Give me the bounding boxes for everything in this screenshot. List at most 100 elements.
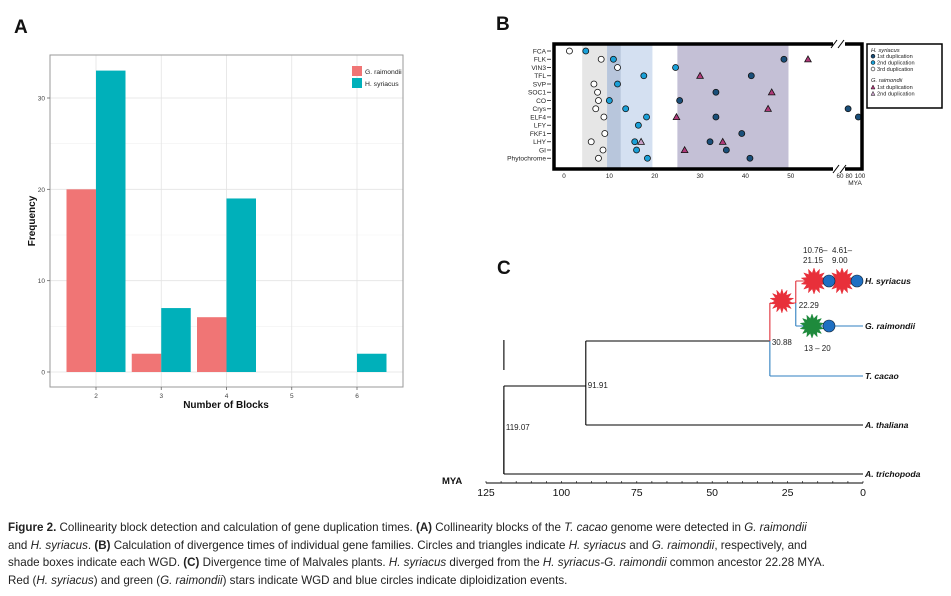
bar-graimondii-2 [66,189,96,372]
point-circle-phytochrome [595,154,602,162]
taxon-label: A. thaliana [864,420,909,430]
panel-reference: (B) [94,538,111,552]
bar-graimondii-4 [197,317,227,372]
caption-line: Red (H. syriacus) and green (G. raimondi… [8,572,948,590]
gene-label: FCA [533,48,547,55]
legend-swatch [352,78,362,88]
point-circle-elf4 [643,113,650,121]
x-tick-label: 10 [606,173,614,180]
species-name: H. syriacus [36,573,94,587]
point-circle-gi [633,146,640,154]
wgd-date-label: 4.61– [832,246,853,255]
time-axis-tick-label: 50 [706,487,718,499]
point-circle-gi [722,146,730,154]
node-age-label: 22.29 [799,301,820,310]
point-circle-phytochrome [746,154,754,162]
legend-item-label: 2nd duplication [877,60,915,66]
caption-text: Divergence time of Malvales plants. [199,556,389,569]
wgd-date-label: 13 – 20 [804,344,831,353]
x-tick-label: 30 [697,173,705,180]
legend-label: G. raimondii [365,69,402,76]
caption-text: common ancestor 22.28 MYA. [666,556,825,569]
point-circle-co [676,97,684,104]
legend-item-label: 2nd duplication [877,91,915,97]
caption-text: genome were detected in [607,521,745,534]
point-circle-vin3 [614,64,621,71]
panel-b-plot-border [552,42,864,171]
point-triangle-elf4 [672,112,681,120]
panel-c-label: C [497,258,511,279]
bar-hsyriacus-2 [96,70,126,372]
panel-b-x-axis-label: MYA [848,180,862,187]
point-circle-tfl [747,72,755,80]
x-tick-label: 4 [225,393,229,400]
time-axis-tick-label: 0 [860,487,866,499]
time-axis-tick-label: 75 [631,487,643,499]
x-tick-label: 100 [855,173,866,180]
legend-triangle-icon [870,90,876,96]
point-triangle-tfl [696,71,705,79]
legend-circle-icon [870,66,876,72]
point-circle-fkf1 [601,130,609,137]
gene-label: LHY [533,139,546,146]
point-circle-fkf1 [738,130,746,137]
species-name: H. syriacus-G. raimondii [542,556,667,569]
legend-label: H. syriacus [365,81,399,88]
point-circle-fca [582,47,590,55]
bar-hsyriacus-6 [357,353,387,372]
point-circle-vin3 [672,64,679,71]
time-axis-tick-label: 125 [477,487,495,499]
wgd-date-label: 9.00 [832,256,848,265]
species-name: H. syriacus [388,556,447,569]
point-circle-flk [597,55,605,63]
caption-line: and H. syriacus. (B) Calculation of dive… [8,537,948,555]
gene-label: LFY [534,123,547,130]
point-triangle-lhy [718,137,727,145]
legend-circle-icon [870,53,876,59]
point-circle-lhy [631,138,639,146]
taxon-label: H. syriacus [865,276,911,286]
caption-line: Figure 2. Collinearity block detection a… [8,519,948,537]
point-triangle-lhy [637,137,646,145]
panel-reference: (C) [183,556,200,569]
wgd-red-star-icon [800,267,828,295]
x-tick-label: 20 [651,173,659,180]
caption-text: and [626,538,652,552]
caption-text: Calculation of divergence times of indiv… [110,538,569,552]
taxon-label: A. trichopoda [864,469,921,479]
point-circle-flk [780,55,788,63]
gene-label: FLK [534,57,547,64]
gene-label: FKF1 [530,131,546,138]
point-circle-fca [566,47,573,55]
panel-a-y-axis-label: Frequency [27,195,38,246]
x-tick-label: 40 [742,173,750,180]
caption-line: shade boxes indicate each WGD. (C) Diver… [8,554,948,572]
caption-text: Collinearity block detection and calcula… [56,521,416,534]
x-tick-label: 0 [562,173,566,180]
panel-a-legend: G. raimondii H. syriacus [352,66,402,88]
y-tick-label: 10 [38,278,46,285]
caption-text: and [8,538,31,552]
x-tick-label: 60 [836,173,844,180]
point-circle-soc1 [712,88,720,96]
y-tick-label: 20 [38,187,46,194]
point-circle-co [595,97,602,104]
species-name: G. raimondii [651,538,715,552]
wgd-date-label: 10.76– [803,246,828,255]
wgd-shade-overlap [607,44,621,169]
point-triangle-soc1 [767,88,776,96]
caption-text: ) and green ( [93,573,161,587]
y-tick-label: 0 [41,370,45,377]
legend-group-title: G. raimondii [871,78,903,84]
gene-label: SVP [533,81,547,88]
x-tick-label: 2 [94,393,98,400]
panel-reference: (A) [415,521,433,534]
x-tick-label: 5 [290,393,294,400]
gene-label: SOC1 [528,90,546,97]
species-name: H. syriacus [30,538,88,552]
time-axis-tick-label: 25 [782,487,794,499]
point-triangle-flk [804,55,812,63]
